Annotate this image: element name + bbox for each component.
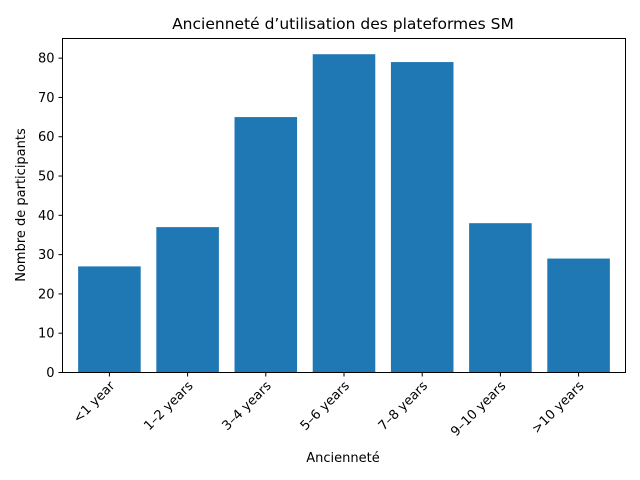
y-tick-label: 60 (38, 130, 55, 145)
bar (312, 54, 376, 373)
plot-frame (62, 38, 626, 373)
y-tick-label: 70 (38, 91, 55, 106)
y-tick-label: 30 (38, 248, 55, 263)
bar (234, 117, 298, 373)
bar (469, 223, 532, 373)
y-axis-ticks: 0 10 20 30 40 50 60 70 80 (38, 52, 63, 381)
y-tick-label: 50 (38, 170, 55, 185)
bars-group (78, 54, 610, 373)
bar (78, 266, 141, 373)
y-axis-title: Nombre de participants (14, 128, 29, 282)
y-tick-label: 20 (38, 287, 55, 302)
bar (390, 62, 454, 373)
bar (547, 258, 610, 373)
y-tick-label: 80 (38, 52, 55, 67)
y-tick-label: 40 (38, 209, 55, 224)
y-tick-label: 10 (38, 327, 55, 342)
x-axis-title: Ancienneté (306, 451, 379, 466)
chart-title: Ancienneté d’utilisation des plateformes… (172, 15, 514, 33)
y-tick-label: 0 (46, 366, 54, 381)
bar (156, 227, 219, 373)
